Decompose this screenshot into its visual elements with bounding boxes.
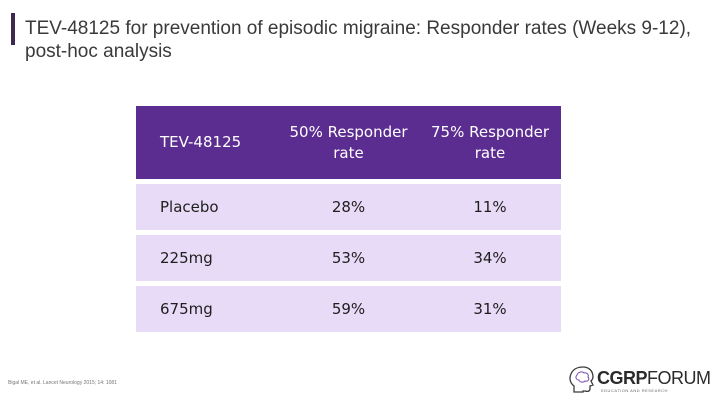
table-row: Placebo 28% 11% bbox=[136, 184, 561, 230]
logo-subtitle: EDUCATION AND RESEARCH bbox=[601, 388, 668, 393]
head-brain-logo-icon bbox=[569, 366, 594, 393]
row-value-50: 53% bbox=[331, 249, 366, 267]
row-value-50: 59% bbox=[331, 300, 366, 318]
row-value-75: 11% bbox=[473, 198, 507, 216]
responder-rate-table: TEV-48125 50% Responder rate 75% Respond… bbox=[136, 106, 561, 332]
logo-word-thin: FORUM bbox=[647, 368, 711, 388]
slide-title: TEV-48125 for prevention of episodic mig… bbox=[25, 18, 692, 62]
row-label: 675mg bbox=[160, 300, 213, 318]
cgrp-forum-logo: CGRPFORUM EDUCATION AND RESEARCH bbox=[568, 366, 713, 396]
row-value-75: 34% bbox=[473, 249, 507, 267]
header-cell-50-responder: 50% Responder rate bbox=[289, 122, 408, 162]
row-value-75: 31% bbox=[473, 300, 507, 318]
header-cell-treatment: TEV-48125 bbox=[160, 133, 242, 151]
row-value-50: 28% bbox=[331, 198, 366, 216]
header-cell-75-responder: 75% Responder rate bbox=[430, 122, 550, 162]
logo-word-bold: CGRP bbox=[597, 368, 648, 388]
table-row: 225mg 53% 34% bbox=[136, 235, 561, 281]
table-header-row: TEV-48125 50% Responder rate 75% Respond… bbox=[136, 106, 561, 179]
logo-wordmark: CGRPFORUM bbox=[597, 368, 711, 389]
title-accent-bar bbox=[11, 13, 15, 45]
table-row: 675mg 59% 31% bbox=[136, 286, 561, 332]
row-label: Placebo bbox=[160, 198, 219, 216]
row-label: 225mg bbox=[160, 249, 213, 267]
citation-footnote: Bigal ME, et al. Lancet Neurology 2015; … bbox=[8, 380, 117, 386]
